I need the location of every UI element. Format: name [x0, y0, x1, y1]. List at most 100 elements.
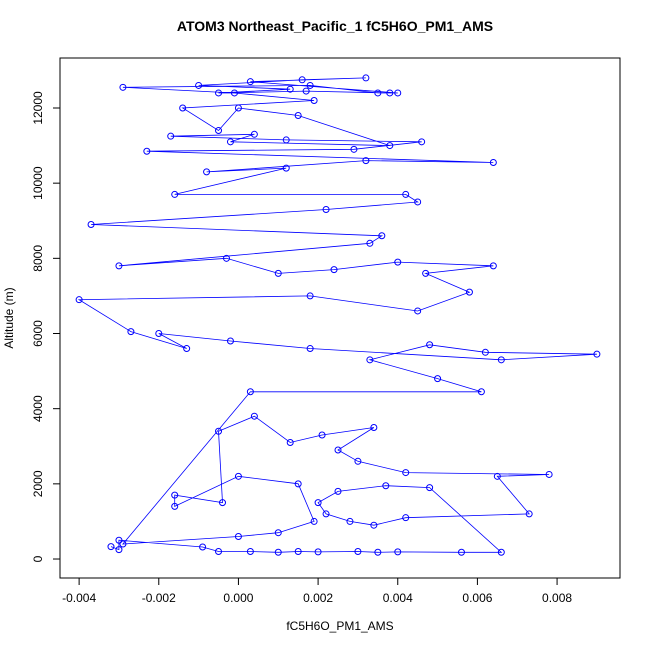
data-point: [378, 232, 386, 240]
data-point: [422, 269, 430, 277]
data-point: [250, 130, 258, 138]
data-point: [310, 96, 318, 104]
data-point: [87, 221, 95, 229]
data-point: [306, 292, 314, 300]
data-point: [230, 89, 238, 97]
data-point: [414, 198, 422, 206]
data-point: [274, 529, 282, 537]
data-point: [386, 89, 394, 97]
y-axis-label: Altitude (m): [2, 287, 16, 348]
data-point: [593, 350, 601, 358]
data-point: [314, 548, 322, 556]
data-point: [366, 356, 374, 364]
data-point: [314, 499, 322, 507]
data-point: [167, 132, 175, 140]
data-point: [322, 205, 330, 213]
data-point: [414, 307, 422, 315]
data-point: [382, 482, 390, 490]
data-point: [119, 83, 127, 91]
data-point: [465, 288, 473, 296]
data-point: [370, 521, 378, 529]
data-point: [402, 469, 410, 477]
data-point: [234, 472, 242, 480]
data-point: [370, 423, 378, 431]
data-point: [366, 239, 374, 247]
data-point: [171, 190, 179, 198]
data-point: [346, 517, 354, 525]
data-point: [426, 484, 434, 492]
data-point: [294, 112, 302, 120]
data-point: [306, 345, 314, 353]
y-tick-label: 4000: [31, 395, 45, 422]
data-point: [294, 548, 302, 556]
data-point: [143, 147, 151, 155]
data-point: [171, 491, 179, 499]
data-point: [215, 127, 223, 135]
data-point: [394, 258, 402, 266]
y-tick-label: 8000: [31, 245, 45, 272]
data-point: [354, 457, 362, 465]
y-tick-label: 6000: [31, 320, 45, 347]
data-point: [215, 89, 223, 97]
data-point: [294, 480, 302, 488]
x-tick-label: -0.002: [142, 591, 176, 605]
data-point: [477, 388, 485, 396]
data-point: [75, 296, 83, 304]
data-point: [250, 412, 258, 420]
data-point: [199, 543, 207, 551]
data-point: [115, 262, 123, 270]
plot-frame: [59, 57, 621, 579]
data-point: [115, 546, 123, 554]
data-point: [362, 74, 370, 82]
data-point: [457, 548, 465, 556]
y-tick-label: 0: [31, 555, 45, 562]
data-point: [286, 439, 294, 447]
chart-title: ATOM3 Northeast_Pacific_1 fC5H6O_PM1_AMS: [177, 18, 493, 34]
data-point: [493, 472, 501, 480]
data-point: [426, 341, 434, 349]
data-point: [203, 168, 211, 176]
data-point: [545, 470, 553, 478]
data-point: [302, 87, 310, 95]
data-point: [107, 543, 115, 551]
data-point: [298, 76, 306, 84]
data-point: [171, 502, 179, 510]
x-tick-label: -0.004: [62, 591, 96, 605]
data-point: [350, 145, 358, 153]
x-tick-label: 0.002: [303, 591, 333, 605]
data-point: [195, 81, 203, 89]
data-point: [179, 104, 187, 112]
data-point: [394, 89, 402, 97]
data-point: [489, 158, 497, 166]
data-point: [318, 431, 326, 439]
x-tick-label: 0.000: [223, 591, 253, 605]
data-point: [226, 337, 234, 345]
data-line: [77, 77, 597, 553]
data-point: [306, 81, 314, 89]
data-point: [286, 85, 294, 93]
y-tick-label: 10000: [31, 166, 45, 200]
data-point: [215, 548, 223, 556]
data-point: [322, 510, 330, 518]
data-point: [386, 142, 394, 150]
data-point: [362, 157, 370, 165]
data-point: [246, 388, 254, 396]
data-point: [489, 262, 497, 270]
y-tick-label: 2000: [31, 470, 45, 497]
data-point: [246, 78, 254, 86]
data-point: [274, 548, 282, 556]
data-point: [155, 330, 163, 338]
data-point: [274, 269, 282, 277]
data-point: [394, 548, 402, 556]
x-axis-label: fC5H6O_PM1_AMS: [286, 619, 393, 633]
data-point: [183, 345, 191, 353]
data-point: [418, 138, 426, 146]
data-point: [330, 266, 338, 274]
data-point: [215, 427, 223, 435]
data-point: [497, 548, 505, 556]
data-point: [115, 536, 123, 544]
x-tick-label: 0.006: [462, 591, 492, 605]
data-point: [374, 548, 382, 556]
data-point: [354, 548, 362, 556]
